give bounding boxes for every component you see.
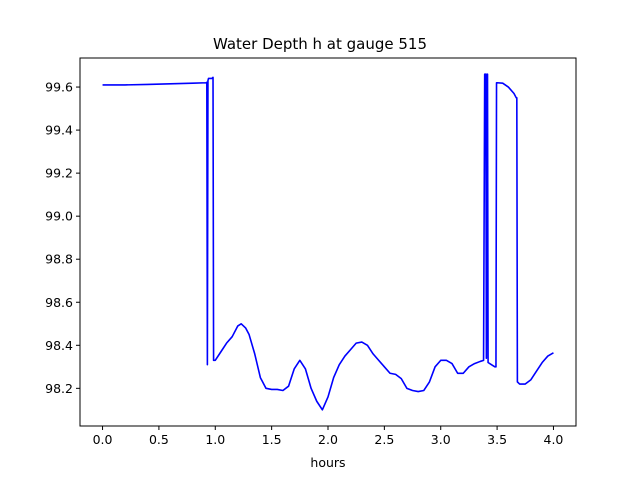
x-tick-label: 0.0 xyxy=(93,432,113,447)
x-tick-label: 1.0 xyxy=(205,432,225,447)
plot-area xyxy=(102,73,554,411)
series-line-0 xyxy=(102,73,554,411)
x-tick-label: 3.5 xyxy=(487,432,507,447)
y-tick-label: 98.6 xyxy=(45,295,73,310)
x-tick-label: 3.0 xyxy=(431,432,451,447)
x-axis-ticks: 0.0 0.5 1.0 1.5 2.0 2.5 3.0 3.5 4.0 xyxy=(93,426,564,447)
x-axis-title: hours xyxy=(310,455,345,470)
y-tick-label: 99.0 xyxy=(45,209,73,224)
y-tick-label: 99.2 xyxy=(45,166,73,181)
x-tick-label: 2.0 xyxy=(318,432,338,447)
x-tick-label: 2.5 xyxy=(374,432,394,447)
x-tick-label: 1.5 xyxy=(262,432,282,447)
y-tick-label: 98.8 xyxy=(45,252,73,267)
chart-title: Water Depth h at gauge 515 xyxy=(213,35,427,53)
y-tick-label: 99.6 xyxy=(45,80,73,95)
x-tick-label: 0.5 xyxy=(149,432,169,447)
x-tick-label: 4.0 xyxy=(544,432,564,447)
y-tick-label: 98.2 xyxy=(45,381,73,396)
y-tick-label: 99.4 xyxy=(45,123,73,138)
axes-frame xyxy=(79,57,577,427)
y-tick-label: 98.4 xyxy=(45,338,73,353)
y-axis-ticks: 98.2 98.4 98.6 98.8 99.0 99.2 99.4 99.6 xyxy=(45,80,80,396)
